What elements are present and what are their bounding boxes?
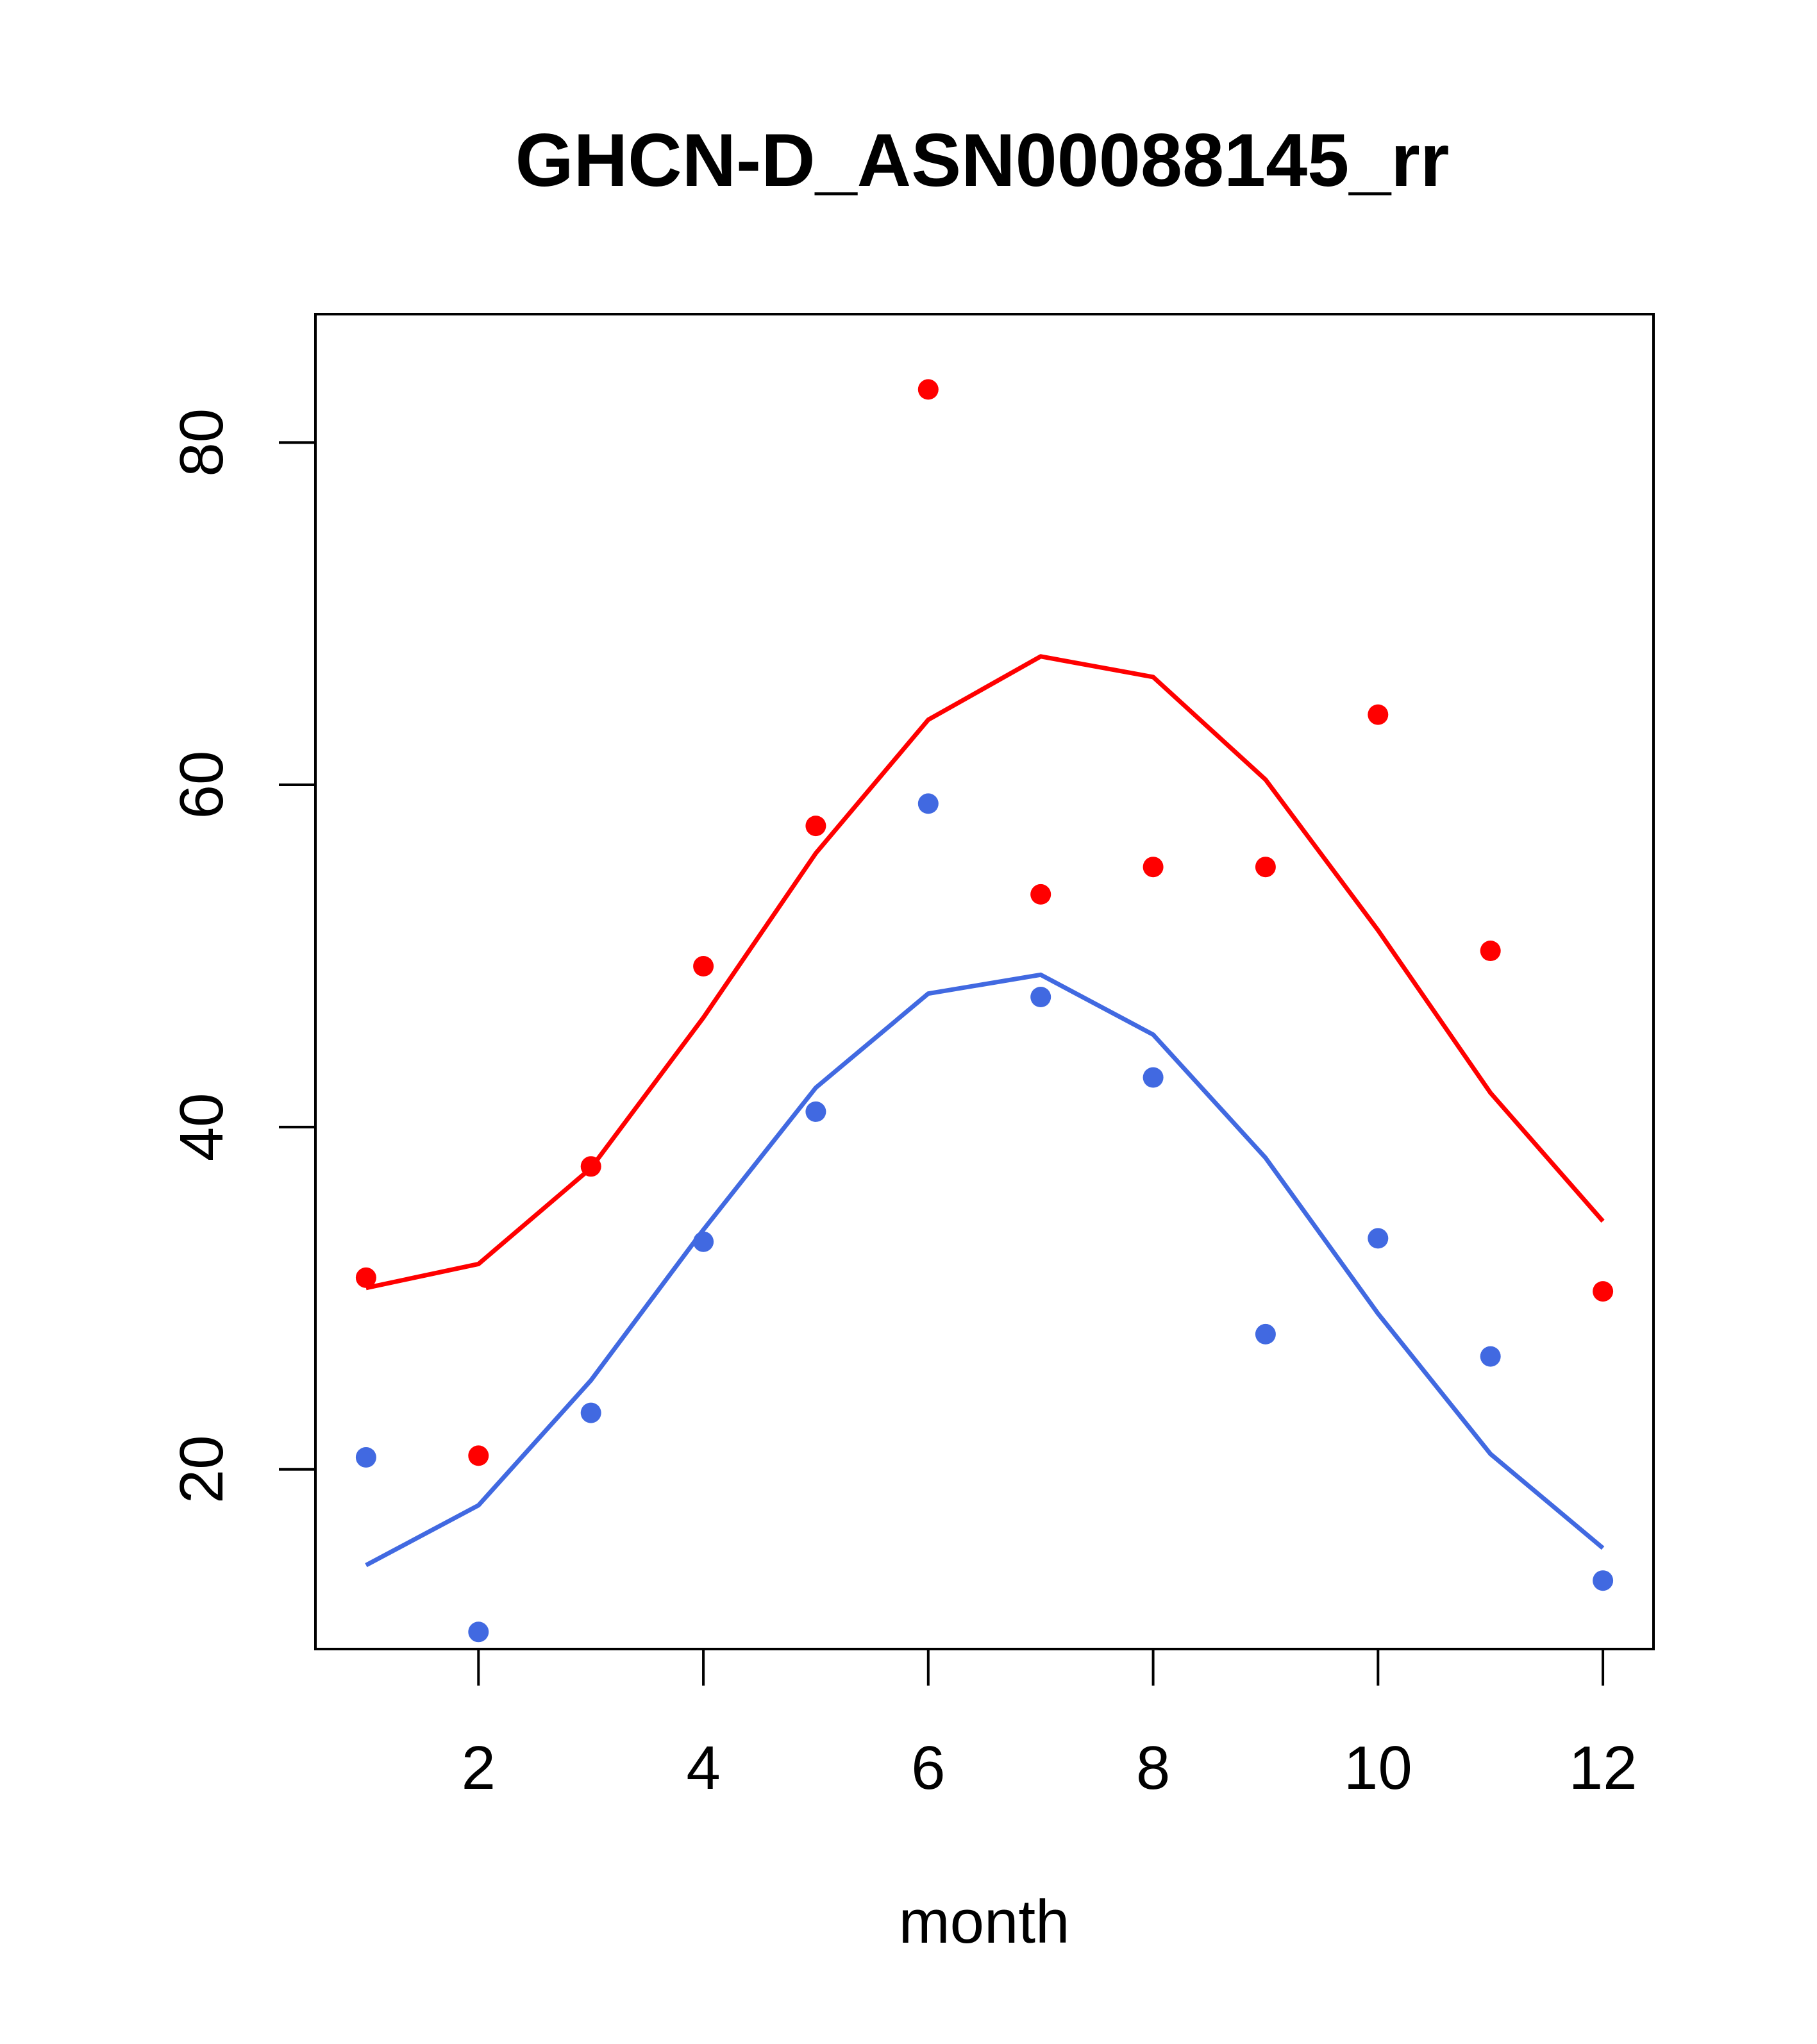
series-2-point [580, 1402, 601, 1423]
series-1-point [580, 1156, 601, 1177]
y-tick-label: 60 [167, 751, 236, 819]
series-2-point [1593, 1570, 1614, 1591]
series-1-point [468, 1445, 489, 1466]
series-1-point [1255, 857, 1276, 878]
series-1-point [1480, 941, 1501, 961]
series-1-point [917, 379, 939, 400]
series-1-point [355, 1267, 376, 1288]
series-1-point [1368, 704, 1389, 725]
series-layer [355, 379, 1614, 1643]
series-2-point [1368, 1228, 1389, 1249]
series-2-point [1030, 987, 1051, 1007]
x-tick-label: 6 [911, 1734, 945, 1802]
x-tick-label: 2 [462, 1734, 496, 1802]
series-2-point [805, 1101, 826, 1122]
series-1-point [805, 816, 826, 837]
y-tick-label: 80 [167, 408, 236, 477]
series-1-point [1030, 884, 1051, 905]
y-tick-label: 40 [167, 1093, 236, 1161]
series-1-point [1143, 857, 1164, 878]
y-axis: 20 40 60 80 [167, 408, 317, 1504]
series-2-point [1143, 1067, 1164, 1088]
series-2-point [1480, 1346, 1501, 1367]
plot-area-frame [314, 313, 1655, 1650]
x-tick-label: 4 [686, 1734, 720, 1802]
x-tick-label: 12 [1569, 1734, 1637, 1802]
series-2-point [468, 1621, 489, 1643]
series-2 [355, 793, 1614, 1643]
x-axis: 2 4 6 8 10 12 [462, 1648, 1637, 1802]
series-1-point [1593, 1281, 1614, 1302]
series-2-point [917, 793, 939, 814]
x-tick-label: 10 [1344, 1734, 1412, 1802]
chart-title: GHCN-D_ASN00088145_rr [515, 118, 1450, 202]
series-1 [355, 379, 1614, 1466]
x-axis-title: month [899, 1888, 1070, 1956]
series-2-point [1255, 1323, 1276, 1345]
series-1-line [365, 654, 1605, 1291]
series-2-point [355, 1447, 376, 1468]
x-tick-label: 8 [1136, 1734, 1170, 1802]
series-2-point [693, 1231, 714, 1252]
series-2-line [365, 972, 1605, 1568]
y-tick-label: 20 [167, 1435, 236, 1504]
series-1-point [693, 956, 714, 976]
